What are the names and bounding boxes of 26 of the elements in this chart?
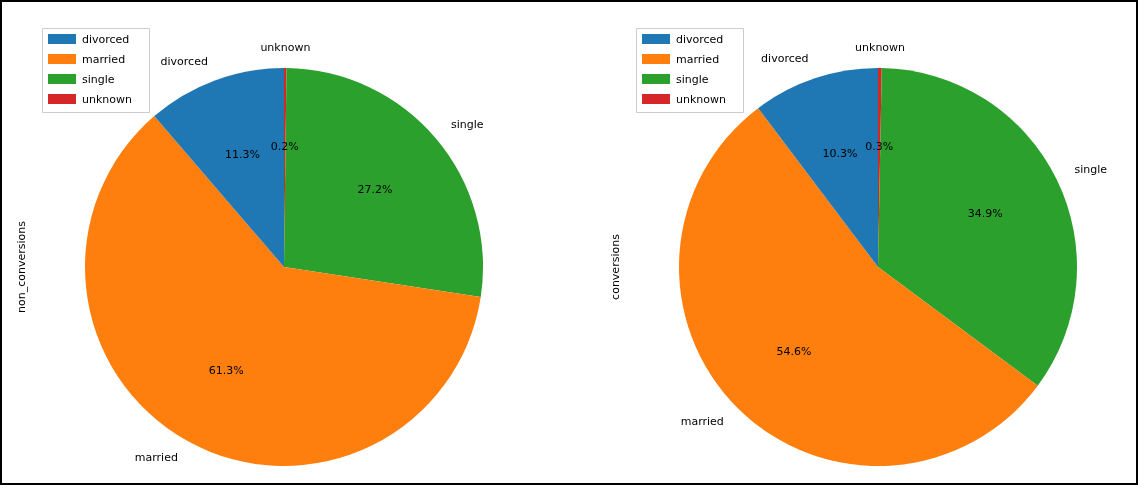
text: conversions <box>608 233 622 300</box>
legend-label: married <box>82 52 126 66</box>
slice-label: single <box>450 118 484 132</box>
slice-label: single <box>1074 163 1108 177</box>
data-label: 11.3% <box>225 147 260 161</box>
slice-label: married <box>134 451 178 465</box>
legend-label: unknown <box>82 92 133 106</box>
text: non_conversions <box>14 220 28 313</box>
slice-label: unknown <box>260 40 311 54</box>
legend-label: unknown <box>676 92 727 106</box>
data-label: 0.3% <box>865 140 894 154</box>
legend-label: single <box>82 72 115 86</box>
legend-label: married <box>676 52 720 66</box>
slice-label: divorced <box>761 52 809 66</box>
data-label: 10.3% <box>822 146 858 160</box>
legend-label: divorced <box>82 32 130 46</box>
legend-label: divorced <box>676 32 724 46</box>
data-label: 34.9% <box>967 207 1003 221</box>
slice-label: married <box>680 415 724 429</box>
legend-label: single <box>676 72 709 86</box>
slice-label: divorced <box>160 54 208 68</box>
data-label: 27.2% <box>357 182 393 196</box>
slice-label: unknown <box>855 40 906 54</box>
data-label: 61.3% <box>208 364 244 378</box>
data-label: 0.2% <box>270 140 299 154</box>
data-label: 54.6% <box>776 344 812 358</box>
